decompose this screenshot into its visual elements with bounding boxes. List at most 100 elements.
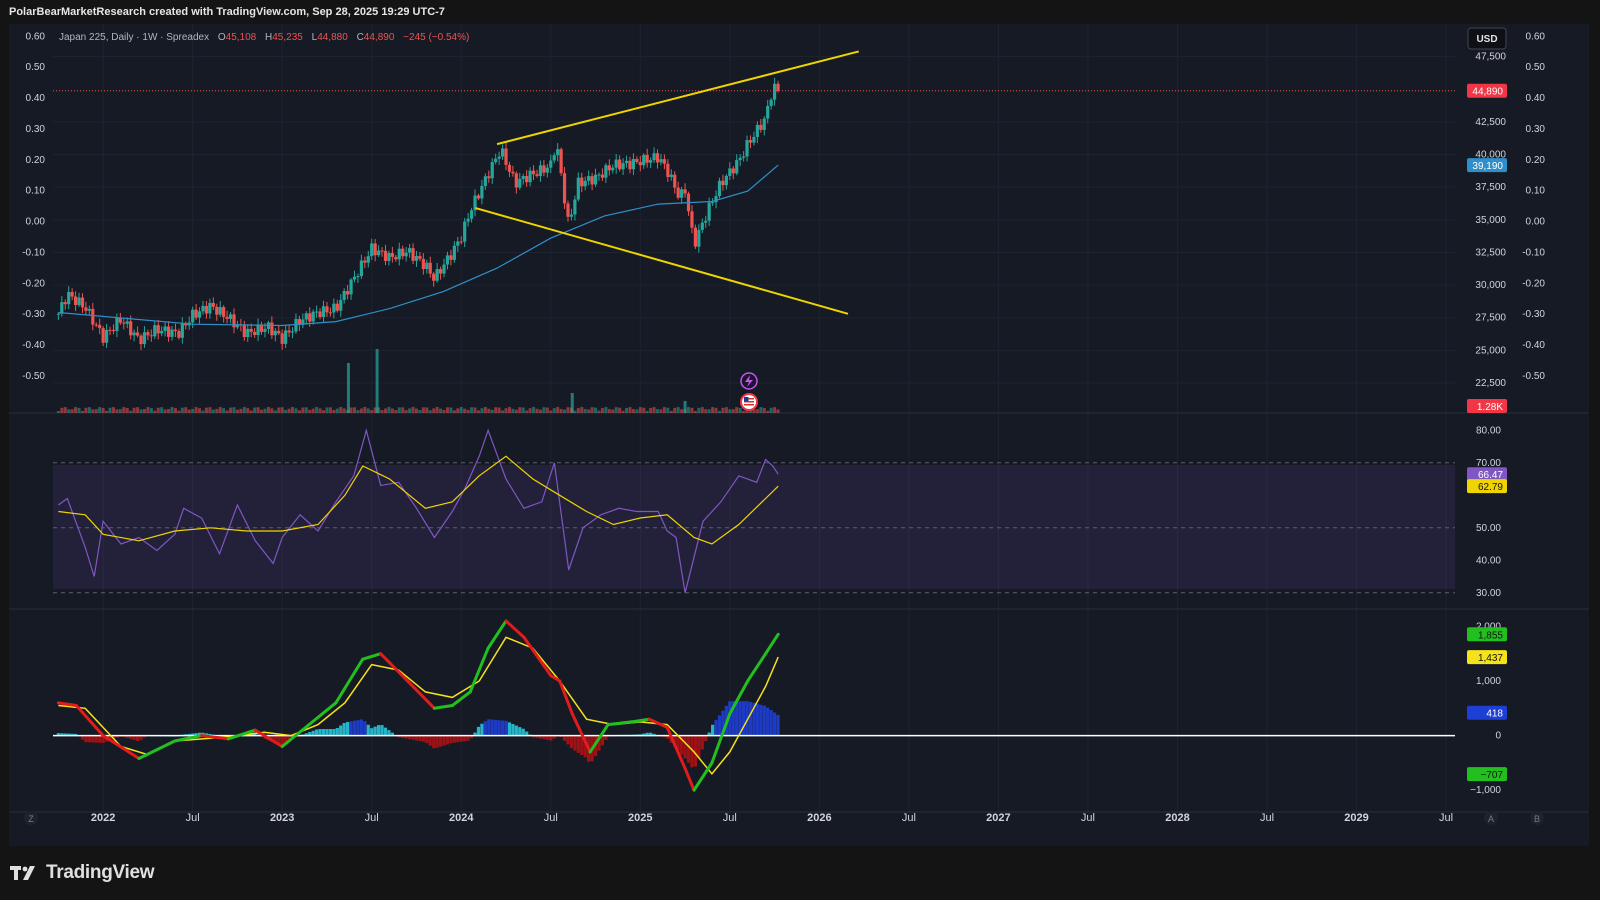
candle-body xyxy=(222,307,226,317)
volume-bar xyxy=(735,407,739,413)
volume-bars xyxy=(56,349,780,413)
volume-bar xyxy=(284,409,288,413)
volume-bar xyxy=(304,407,308,413)
candle-body xyxy=(225,316,229,319)
price-axis-label: 42,500 xyxy=(1475,117,1506,128)
legend-high-label: H xyxy=(265,32,272,43)
candle-body xyxy=(607,165,611,171)
macd-line-segment xyxy=(606,720,633,727)
candle-body xyxy=(125,321,129,324)
macd-histogram-bar xyxy=(352,720,357,736)
candle-body xyxy=(387,253,391,261)
volume-bar xyxy=(67,409,71,413)
macd-histogram-bar xyxy=(132,735,136,741)
us-flag-icon[interactable] xyxy=(740,393,758,411)
candle-body xyxy=(411,248,415,261)
candle-body xyxy=(500,148,505,157)
volume-bar xyxy=(583,408,587,413)
macd-histogram-bar xyxy=(666,735,670,739)
macd-histogram-bar xyxy=(204,733,209,736)
chart-canvas[interactable]: 0.60 0.50 0.40 0.30 0.20 0.10 0.00 -0.10 -0.20 -0… xyxy=(9,24,1589,846)
volume-bar xyxy=(180,407,184,413)
macd-histogram-bar xyxy=(435,735,439,748)
candle-body xyxy=(435,269,439,281)
lightning-icon[interactable] xyxy=(740,372,758,390)
macd-histogram-bar xyxy=(287,735,291,741)
volume-bar xyxy=(642,407,646,413)
macd-histogram-bar xyxy=(194,733,198,736)
volume-bar xyxy=(87,407,91,413)
volume-bar xyxy=(156,407,160,413)
candle-body xyxy=(483,176,487,186)
volume-bar xyxy=(163,409,167,413)
candle-body xyxy=(683,189,687,194)
legend-close: 44,890 xyxy=(364,32,395,43)
candle-body xyxy=(246,328,250,338)
volume-bar xyxy=(98,407,102,413)
volume-bar xyxy=(487,408,491,413)
candle-body xyxy=(191,309,195,323)
candle-body xyxy=(680,189,684,198)
macd-histogram-bar xyxy=(538,735,543,739)
rsi-axis-label: 30.00 xyxy=(1476,588,1501,599)
candle-body xyxy=(711,202,715,204)
macd-histogram-bar xyxy=(487,719,491,736)
candle-body xyxy=(77,297,81,306)
volume-bar xyxy=(638,407,642,413)
candle-body xyxy=(352,276,357,280)
macd-value-badge: 1,855 xyxy=(1478,630,1503,641)
left-axis-label: 0.10 xyxy=(26,186,46,197)
macd-line-segment xyxy=(253,728,284,748)
right-axis-secondary-label: -0.20 xyxy=(1522,278,1545,289)
macd-line-segment xyxy=(406,679,436,710)
volume-bar xyxy=(590,407,594,413)
candle-body xyxy=(284,330,288,344)
candle-body xyxy=(525,176,529,183)
macd-line-segment xyxy=(173,734,204,743)
candle-body xyxy=(748,140,753,143)
candle-body xyxy=(98,324,102,329)
rsi-band xyxy=(53,465,1455,589)
candle-body xyxy=(504,148,508,165)
macd-histogram-bar xyxy=(735,701,739,736)
volume-bar xyxy=(445,407,449,413)
candle-body xyxy=(122,322,126,324)
rsi-line xyxy=(58,427,779,593)
macd-low-badge-background xyxy=(1467,767,1507,782)
volume-bar xyxy=(253,407,257,413)
tradingview-logo[interactable]: TradingView xyxy=(10,862,155,884)
macd-signal-value-badge: 1,437 xyxy=(1478,653,1503,664)
macd-line-segment xyxy=(101,734,141,760)
legend-open-label: O xyxy=(218,32,226,43)
left-axis-label: 0.60 xyxy=(26,31,46,42)
volume-bar xyxy=(56,411,60,413)
currency-button[interactable]: USD xyxy=(1467,27,1507,50)
scale-controls[interactable]: Z A B xyxy=(24,811,1544,825)
price-axis-label: 22,500 xyxy=(1475,378,1506,389)
volume-bar xyxy=(273,410,277,413)
macd-histogram-bar xyxy=(459,735,463,742)
macd-histogram-bar xyxy=(728,701,732,736)
trendlines[interactable] xyxy=(475,50,859,315)
volume-bar xyxy=(318,408,322,413)
price-axis-label: 35,000 xyxy=(1475,215,1506,226)
volume-bar xyxy=(370,410,374,413)
macd-line-segment xyxy=(137,739,177,760)
macd-line-segment xyxy=(379,652,410,683)
macd-histogram-bar xyxy=(325,729,329,736)
volume-bar xyxy=(511,408,515,413)
volume-bar xyxy=(711,407,715,413)
macd-histogram-bar xyxy=(135,735,140,742)
chart-frame[interactable]: 0.60 0.50 0.40 0.30 0.20 0.10 0.00 -0.10 -0.20 -0… xyxy=(9,24,1589,846)
macd-line-segment xyxy=(764,632,780,656)
right-axis-secondary-label: 0.50 xyxy=(1526,62,1546,73)
macd-signal-value-badge-background xyxy=(1467,650,1507,665)
candle-body xyxy=(308,313,312,322)
volume-bar xyxy=(566,407,570,413)
macd-histogram-bar xyxy=(373,726,377,736)
moving-average-badge: 39,190 xyxy=(1472,161,1503,172)
volume-bar xyxy=(239,408,243,413)
macd-histogram-bar xyxy=(452,735,456,743)
candle-body xyxy=(311,311,315,322)
macd-histogram-bar xyxy=(686,735,691,763)
